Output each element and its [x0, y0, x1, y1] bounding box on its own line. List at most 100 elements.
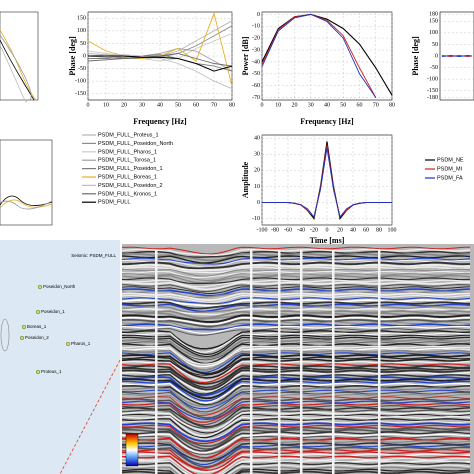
- y-axis-label: Power [dB]: [241, 36, 250, 75]
- well: [36, 370, 41, 375]
- x-tick-label: 30: [308, 102, 314, 108]
- legend-label: PSDM_MI: [437, 166, 463, 172]
- well: [65, 342, 70, 347]
- y-axis-label: Phase [deg]: [68, 36, 77, 76]
- series-line: [88, 55, 233, 72]
- y-tick-label: -100: [75, 79, 86, 85]
- seismic-reflector: [121, 363, 471, 384]
- y-tick-label: -150: [427, 88, 438, 94]
- well-label: Proteus_1: [41, 369, 62, 374]
- seismic-reflector: [121, 356, 471, 376]
- seismic-reflector: [121, 314, 471, 323]
- section-line: [59, 359, 121, 474]
- seismic-reflector: [121, 418, 471, 439]
- well: [20, 336, 25, 341]
- seismic-reflector: [121, 266, 471, 274]
- well: [36, 310, 41, 315]
- seismic-reflector: [121, 429, 471, 450]
- seismic-reflector: [121, 446, 471, 468]
- well-label: Poseidon_1: [41, 309, 65, 314]
- seismic-reflector: [121, 389, 471, 410]
- seismic-reflector: [121, 305, 471, 314]
- x-tick-label: 80: [389, 102, 395, 108]
- seismic-reflector: [121, 420, 471, 440]
- legend-label: PSDM_FULL_Torosa_1: [98, 158, 156, 164]
- y-tick-label: 0: [257, 12, 260, 18]
- seismic-reflector: [121, 374, 471, 395]
- x-tick-label: 50: [340, 102, 346, 108]
- seismic-reflector: [121, 303, 471, 313]
- y-tick-label: -10: [252, 24, 260, 30]
- series-line: [88, 54, 233, 72]
- y-tick-label: -40: [252, 59, 260, 65]
- seismic-reflector: [121, 292, 471, 301]
- x-tick-label: 100: [388, 227, 397, 233]
- y-tick-label: -70: [252, 95, 260, 101]
- x-tick-label: 0: [261, 102, 264, 108]
- legend-label: PSDM_FA: [437, 175, 463, 181]
- seismic-reflector: [121, 284, 471, 293]
- seismic-reflector: [121, 440, 471, 460]
- seismic-reflector: [121, 349, 471, 371]
- seismic-reflector: [121, 343, 471, 365]
- seismic-reflector: [121, 400, 471, 421]
- seismic-reflector: [121, 442, 471, 462]
- legend-label: PSDM_FULL_Poseidon_1: [98, 166, 163, 172]
- seismic-reflector: [121, 316, 471, 326]
- well-track: [155, 250, 158, 474]
- seismic-reflector: [121, 369, 471, 391]
- seismic-reflector: [121, 332, 471, 353]
- x-tick-label: -20: [310, 227, 318, 233]
- seismic-reflector: [121, 424, 471, 445]
- seismic-reflector: [121, 448, 471, 469]
- x-tick-label: 0: [87, 102, 90, 108]
- x-tick-label: -60: [284, 227, 292, 233]
- y-tick-label: 40: [254, 136, 260, 142]
- y-tick-label: 20: [254, 168, 260, 174]
- series-line: [261, 13, 393, 96]
- x-tick-label: -100: [257, 227, 268, 233]
- y-tick-label: 150: [77, 16, 86, 22]
- well: [38, 285, 43, 290]
- x-tick-label: 60: [357, 102, 363, 108]
- legend-label: PSDM_FULL_Pharos_1: [98, 149, 157, 155]
- x-tick-label: 60: [193, 102, 199, 108]
- seismic-reflector: [121, 391, 471, 413]
- y-tick-label: -50: [430, 65, 438, 71]
- seismic-reflector: [121, 415, 471, 437]
- well-track: [332, 250, 335, 474]
- legend-label: PSDM_FULL_Kronos_1: [98, 191, 157, 197]
- y-tick-label: 10: [254, 184, 260, 190]
- seismic-reflector: [121, 444, 471, 466]
- y-tick-label: 0: [435, 53, 438, 59]
- seismic-reflector: [121, 402, 471, 423]
- x-tick-label: 20: [337, 227, 343, 233]
- seismic-reflector: [121, 336, 471, 358]
- seismic-reflector: [121, 268, 471, 277]
- seismic-reflector: [121, 468, 471, 474]
- y-tick-label: -150: [75, 91, 86, 97]
- x-tick-label: 40: [157, 102, 163, 108]
- x-tick-label: -80: [271, 227, 279, 233]
- seismic-reflector: [121, 270, 471, 279]
- y-tick-label: -50: [78, 66, 86, 72]
- x-axis-label: Frequency [Hz]: [300, 117, 354, 126]
- x-tick-label: 60: [363, 227, 369, 233]
- y-tick-label: -30: [252, 47, 260, 53]
- seismic-reflector: [121, 407, 471, 428]
- seismic-reflector: [121, 286, 471, 294]
- seismic-reflector: [121, 396, 471, 416]
- seismic-reflector: [121, 380, 471, 402]
- seismic-reflector: [121, 371, 471, 393]
- x-tick-label: 70: [211, 102, 217, 108]
- legend-label: PSDM_NE: [437, 157, 464, 163]
- seismic-reflector: [121, 246, 471, 255]
- seismic-reflector: [121, 451, 471, 472]
- seismic-reflector: [121, 466, 471, 474]
- seismic-reflector: [121, 275, 471, 284]
- seismic-reflector: [121, 321, 471, 330]
- x-axis-label: Frequency [Hz]: [133, 117, 187, 126]
- well-track: [300, 250, 303, 474]
- seismic-reflector: [121, 437, 471, 460]
- y-tick-label: -180: [427, 95, 438, 101]
